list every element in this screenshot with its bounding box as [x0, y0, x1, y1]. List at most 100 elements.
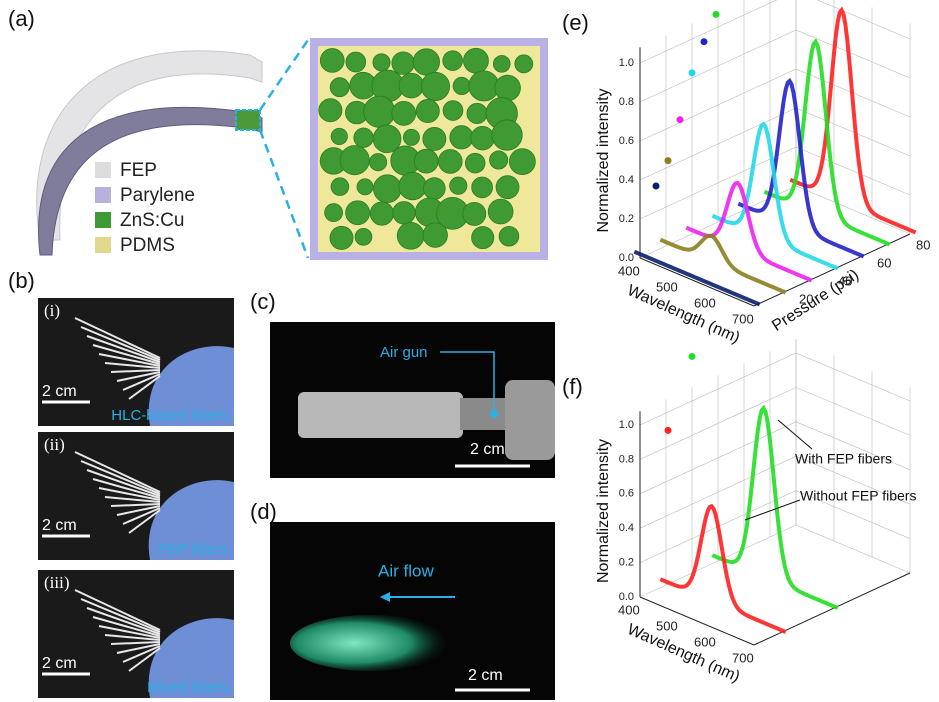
particle	[423, 223, 447, 247]
particle	[373, 54, 390, 71]
y-tick-label: 0.8	[619, 96, 634, 108]
particle	[340, 146, 369, 175]
z-tick-label: 60	[877, 255, 891, 270]
particle	[465, 153, 485, 173]
glow	[290, 615, 450, 671]
particle	[346, 201, 370, 225]
particle	[421, 72, 449, 100]
scale-label: 2 cm	[42, 383, 77, 400]
particle	[392, 101, 416, 125]
particle	[331, 128, 347, 144]
scale-label: 2 cm	[468, 667, 503, 684]
spectrum	[712, 408, 837, 608]
particle	[355, 228, 372, 245]
particle	[320, 49, 344, 73]
projection-dot	[701, 38, 708, 45]
particle	[471, 126, 495, 150]
particle	[357, 179, 373, 195]
particle	[330, 78, 349, 97]
legend-label: ZnS:Cu	[120, 210, 184, 231]
particle	[467, 103, 487, 123]
particle	[499, 226, 519, 246]
photo	[270, 522, 555, 700]
y-axis-label: Normalized intensity	[595, 439, 612, 583]
particle	[453, 77, 470, 94]
plot-3d: 0.00.20.40.60.81.0400500600700Wavelength…	[595, 0, 930, 347]
particle	[414, 149, 438, 173]
particle	[325, 204, 343, 222]
particle	[331, 178, 349, 196]
x-tick-label: 500	[656, 618, 678, 633]
z-axis-label: Pressure (psi)	[769, 266, 862, 335]
grid-line	[640, 0, 910, 63]
z-tick-label: 80	[916, 237, 930, 252]
fiber-bundle	[298, 392, 463, 438]
legend-swatch	[95, 237, 111, 253]
grid-line	[640, 69, 910, 141]
projection-dot	[677, 116, 684, 123]
projection-dot	[689, 353, 696, 360]
spectrum	[738, 81, 863, 257]
y-axis-label: Normalized intensity	[595, 88, 612, 232]
projection-dot	[665, 427, 672, 434]
legend-label: Parylene	[120, 185, 195, 206]
spectrum	[790, 10, 915, 232]
pointer	[745, 500, 800, 520]
particle	[490, 151, 508, 169]
annotation: With FEP fibers	[795, 451, 892, 467]
particle	[463, 202, 486, 225]
particle	[399, 73, 424, 98]
y-tick-label: 0.8	[619, 453, 634, 465]
y-tick-label: 0.4	[619, 522, 634, 534]
caption: Mixed fibers	[147, 679, 228, 696]
y-tick-label: 1.0	[619, 57, 634, 69]
figure: (a) FEP Parylene ZnS:Cu PDMS (b) (i)2 cm…	[0, 0, 939, 702]
particle	[472, 177, 493, 198]
axis	[754, 573, 910, 645]
legend-label: FEP	[120, 160, 157, 181]
grid-line	[640, 353, 910, 425]
particle	[496, 176, 519, 199]
particle	[364, 96, 395, 127]
y-tick-label: 0.2	[619, 213, 634, 225]
annotation: Without FEP fibers	[800, 488, 916, 504]
panel-label: (d)	[250, 499, 277, 524]
particle	[393, 201, 416, 224]
spectrum	[764, 42, 889, 245]
legend-swatch	[95, 162, 111, 178]
projection-dot	[653, 183, 660, 190]
x-tick-label: 600	[694, 634, 716, 649]
x-tick-label: 400	[618, 263, 640, 278]
panel-label: (b)	[8, 268, 35, 293]
zoom-line	[260, 130, 308, 258]
particle	[423, 127, 446, 150]
particle	[438, 150, 462, 174]
particle	[509, 149, 535, 175]
x-tick-label: 500	[656, 279, 678, 294]
zoom-box	[236, 110, 260, 130]
x-tick-label: 700	[732, 311, 754, 326]
pointer	[778, 420, 812, 449]
particle	[369, 153, 386, 170]
particle	[416, 99, 439, 122]
plot-3d: 0.00.20.40.60.81.0400500600700Wavelength…	[595, 339, 916, 686]
particle	[370, 202, 393, 225]
particle	[330, 226, 353, 249]
zoom-line	[260, 40, 308, 110]
particle	[392, 52, 415, 75]
y-tick-label: 1.0	[619, 419, 634, 431]
particle	[413, 49, 440, 76]
caption: FEP fibers	[158, 541, 228, 558]
annotation: Air flow	[378, 561, 434, 580]
particle	[319, 99, 342, 122]
projection-dot	[689, 69, 696, 76]
y-tick-label: 0.6	[619, 135, 634, 147]
y-tick-label: 0.2	[619, 557, 634, 569]
photo-label: (ii)	[44, 435, 65, 454]
particle	[354, 128, 373, 147]
particle	[397, 222, 424, 249]
panel-label: (e)	[562, 10, 589, 35]
particle	[469, 71, 499, 101]
particle	[493, 55, 510, 72]
grid-line	[640, 30, 910, 102]
